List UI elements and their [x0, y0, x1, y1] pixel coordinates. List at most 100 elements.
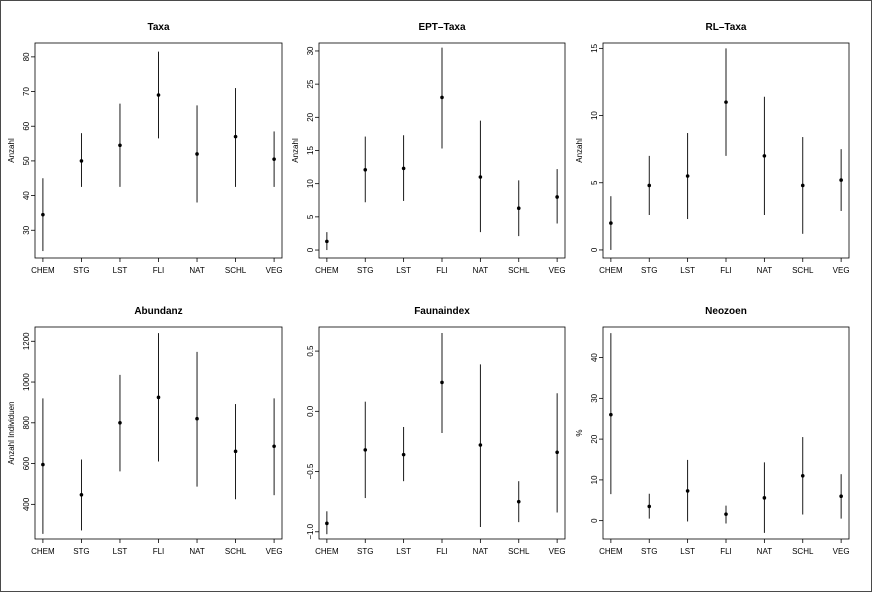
- y-tick-label: 40: [22, 191, 31, 200]
- y-tick-label: 25: [306, 79, 315, 88]
- data-point: [41, 212, 45, 217]
- x-tick-label: CHEM: [31, 547, 55, 556]
- y-tick-label: 10: [590, 475, 599, 484]
- data-point: [478, 175, 483, 179]
- y-tick-label: 0: [306, 247, 315, 252]
- data-point: [41, 462, 45, 467]
- x-tick-label: CHEM: [31, 266, 55, 275]
- data-point: [79, 492, 84, 497]
- y-tick-label: 5: [306, 214, 315, 219]
- data-point: [724, 100, 728, 104]
- data-point: [272, 444, 276, 449]
- x-tick-label: VEG: [266, 266, 283, 275]
- data-point: [440, 380, 444, 385]
- data-point: [762, 496, 767, 500]
- data-point: [363, 167, 368, 172]
- data-point: [762, 154, 767, 158]
- x-tick-label: FLI: [720, 266, 732, 275]
- x-tick-label: FLI: [436, 266, 448, 275]
- y-tick-label: 0: [590, 518, 599, 523]
- y-tick-label: 30: [22, 225, 31, 234]
- x-tick-label: FLI: [153, 547, 165, 556]
- x-tick-label: FLI: [153, 266, 165, 275]
- x-tick-label: CHEM: [315, 266, 339, 275]
- data-point: [555, 450, 559, 455]
- data-point: [647, 504, 652, 509]
- panel-3: Abundanz Anzahl Individuen 400 600 800 1000 12…: [7, 306, 283, 556]
- data-point: [79, 159, 84, 163]
- data-point: [724, 512, 728, 516]
- x-tick-label: NAT: [189, 547, 205, 556]
- x-tick-label: LST: [113, 266, 128, 275]
- data-point: [363, 448, 368, 452]
- data-point: [800, 474, 805, 478]
- x-tick-label: VEG: [549, 266, 566, 275]
- x-tick-label: CHEM: [599, 266, 623, 275]
- data-point: [478, 443, 483, 447]
- panel-4: Faunaindex −1.0 −0.5 0.0 0.5 CHEM STG LST FLI NAT…: [306, 306, 566, 556]
- panel-0: Taxa Anzahl 30 40 50 60 70 80 CHEM STG LST FLI NAT SC…: [7, 22, 283, 275]
- data-point: [195, 416, 199, 421]
- y-tick-label: 600: [22, 456, 31, 470]
- y-tick-label: 800: [22, 416, 31, 430]
- x-tick-label: LST: [680, 266, 695, 275]
- x-tick-label: VEG: [833, 547, 850, 556]
- x-tick-label: STG: [73, 266, 89, 275]
- panel-title: Abundanz: [134, 306, 182, 317]
- panel-title: EPT–Taxa: [418, 22, 465, 33]
- y-tick-label: 20: [306, 112, 315, 121]
- y-tick-label: 400: [22, 497, 31, 511]
- x-tick-label: SCHL: [225, 266, 247, 275]
- y-tick-label: 1000: [22, 373, 31, 391]
- x-tick-label: SCHL: [508, 266, 530, 275]
- x-tick-label: VEG: [833, 266, 850, 275]
- data-point: [401, 166, 406, 171]
- y-tick-label: 10: [306, 179, 315, 188]
- y-axis-label: Anzahl: [7, 138, 16, 163]
- data-point: [647, 183, 652, 188]
- data-point: [800, 183, 805, 188]
- y-tick-label: 70: [22, 87, 31, 96]
- y-tick-label: −1.0: [306, 523, 315, 539]
- x-tick-label: SCHL: [792, 266, 814, 275]
- data-point: [118, 143, 122, 148]
- y-tick-label: 15: [306, 146, 315, 155]
- data-point: [440, 95, 444, 100]
- x-tick-label: SCHL: [508, 547, 530, 556]
- y-tick-label: 80: [22, 52, 31, 61]
- x-tick-label: SCHL: [225, 547, 247, 556]
- panel-2: RL–Taxa Anzahl 0 5 10 15 CHEM STG LST FLI NAT SCHL V…: [575, 22, 850, 275]
- x-tick-label: LST: [113, 547, 128, 556]
- x-tick-label: CHEM: [599, 547, 623, 556]
- panel-title: Taxa: [147, 22, 169, 33]
- data-point: [156, 93, 161, 97]
- x-tick-label: NAT: [473, 266, 489, 275]
- x-tick-label: VEG: [549, 547, 566, 556]
- x-tick-label: FLI: [720, 547, 732, 556]
- y-tick-label: 0: [590, 247, 599, 252]
- panel-1: EPT–Taxa Anzahl 0 5 10 15 20 25 30 CHEM STG LST FLI N…: [291, 22, 566, 275]
- x-tick-label: NAT: [757, 266, 773, 275]
- x-tick-label: NAT: [473, 547, 489, 556]
- y-tick-label: 5: [590, 180, 599, 185]
- x-tick-label: FLI: [436, 547, 448, 556]
- x-tick-label: STG: [357, 266, 373, 275]
- y-tick-label: 20: [590, 434, 599, 443]
- panel-5: Neozoen% 0 10 20 30 40 CHEM STG LST FLI NAT SCHL VEG: [575, 306, 850, 556]
- x-tick-label: NAT: [189, 266, 205, 275]
- y-axis-label: Anzahl: [291, 138, 300, 163]
- data-point: [685, 174, 690, 178]
- x-tick-label: CHEM: [315, 547, 339, 556]
- x-tick-label: NAT: [757, 547, 773, 556]
- data-point: [272, 157, 276, 161]
- data-point: [609, 221, 613, 225]
- y-tick-label: 10: [590, 111, 599, 120]
- data-point: [609, 412, 613, 417]
- y-tick-label: 15: [590, 43, 599, 52]
- data-point: [555, 195, 559, 199]
- panel-title: RL–Taxa: [706, 22, 747, 33]
- data-point: [233, 134, 238, 139]
- data-point: [233, 449, 238, 454]
- y-tick-label: −0.5: [306, 463, 315, 479]
